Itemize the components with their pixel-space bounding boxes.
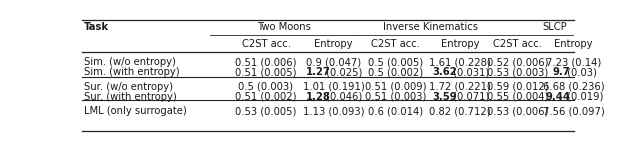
Text: 3.59: 3.59 — [432, 92, 457, 102]
Text: Sur. (w/o entropy): Sur. (w/o entropy) — [84, 82, 173, 92]
Text: Sim. (with entropy): Sim. (with entropy) — [84, 67, 179, 77]
Text: SLCP: SLCP — [543, 22, 568, 32]
Text: Entropy: Entropy — [554, 39, 593, 49]
Text: 0.53 (0.003): 0.53 (0.003) — [487, 67, 548, 77]
Text: 0.5 (0.003): 0.5 (0.003) — [239, 82, 294, 92]
Text: 1.01 (0.191): 1.01 (0.191) — [303, 82, 364, 92]
Text: 1.61 (0.228): 1.61 (0.228) — [429, 57, 491, 67]
Text: Entropy: Entropy — [440, 39, 479, 49]
Text: (0.071): (0.071) — [450, 92, 489, 102]
Text: 1.27: 1.27 — [306, 67, 330, 77]
Text: 1.72 (0.221): 1.72 (0.221) — [429, 82, 491, 92]
Text: 6.68 (0.236): 6.68 (0.236) — [543, 82, 605, 92]
Text: 0.52 (0.006): 0.52 (0.006) — [487, 57, 548, 67]
Text: C2ST acc.: C2ST acc. — [241, 39, 291, 49]
Text: 1.28: 1.28 — [306, 92, 331, 102]
Text: 1.13 (0.093): 1.13 (0.093) — [303, 106, 364, 116]
Text: 0.53 (0.005): 0.53 (0.005) — [236, 106, 297, 116]
Text: 0.53 (0.006): 0.53 (0.006) — [487, 106, 548, 116]
Text: 0.5 (0.005): 0.5 (0.005) — [368, 57, 423, 67]
Text: (0.031): (0.031) — [450, 67, 489, 77]
Text: 0.51 (0.003): 0.51 (0.003) — [365, 92, 426, 102]
Text: 9.44: 9.44 — [546, 92, 571, 102]
Text: 0.59 (0.012): 0.59 (0.012) — [487, 82, 548, 92]
Text: 3.62: 3.62 — [432, 67, 457, 77]
Text: 0.55 (0.004): 0.55 (0.004) — [487, 92, 548, 102]
Text: Task: Task — [84, 22, 109, 32]
Text: 0.6 (0.014): 0.6 (0.014) — [368, 106, 423, 116]
Text: 0.51 (0.002): 0.51 (0.002) — [236, 92, 297, 102]
Text: 7.23 (0.14): 7.23 (0.14) — [546, 57, 602, 67]
Text: 0.5 (0.002): 0.5 (0.002) — [368, 67, 423, 77]
Text: C2ST acc.: C2ST acc. — [371, 39, 420, 49]
Text: 0.51 (0.009): 0.51 (0.009) — [365, 82, 426, 92]
Text: (0.03): (0.03) — [564, 67, 597, 77]
Text: 9.7: 9.7 — [552, 67, 570, 77]
Text: (0.046): (0.046) — [323, 92, 363, 102]
Text: LML (only surrogate): LML (only surrogate) — [84, 106, 187, 116]
Text: C2ST acc.: C2ST acc. — [493, 39, 542, 49]
Text: Inverse Kinematics: Inverse Kinematics — [383, 22, 478, 32]
Text: (0.025): (0.025) — [323, 67, 363, 77]
Text: 0.9 (0.047): 0.9 (0.047) — [306, 57, 361, 67]
Text: 0.51 (0.005): 0.51 (0.005) — [236, 67, 297, 77]
Text: (0.019): (0.019) — [564, 92, 603, 102]
Text: 0.51 (0.006): 0.51 (0.006) — [236, 57, 297, 67]
Text: Sim. (w/o entropy): Sim. (w/o entropy) — [84, 57, 176, 67]
Text: Sur. (with entropy): Sur. (with entropy) — [84, 92, 177, 102]
Text: 7.56 (0.097): 7.56 (0.097) — [543, 106, 605, 116]
Text: 0.82 (0.712): 0.82 (0.712) — [429, 106, 491, 116]
Text: Two Moons: Two Moons — [257, 22, 311, 32]
Text: Entropy: Entropy — [314, 39, 353, 49]
